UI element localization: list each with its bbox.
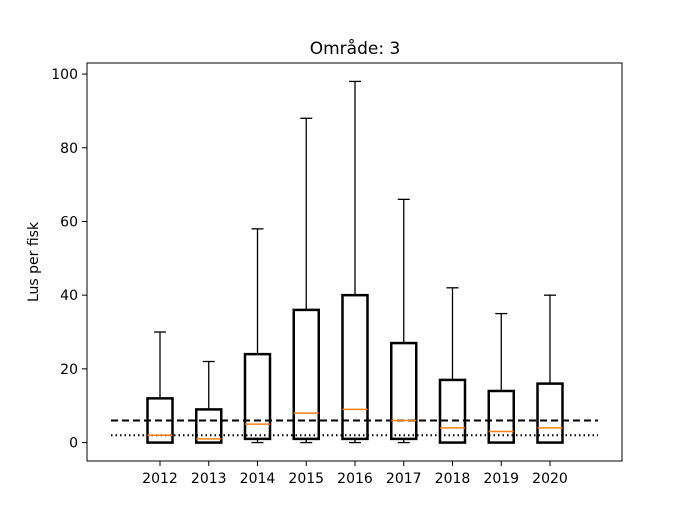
box-body [536, 382, 564, 444]
y-tick-label: 40 [60, 288, 78, 304]
box-2016 [341, 80, 369, 444]
box-2017 [390, 198, 418, 444]
box-2015 [292, 117, 320, 444]
box-2018 [438, 287, 467, 444]
y-tick-label: 60 [60, 214, 78, 230]
y-tick-label: 80 [60, 141, 78, 157]
box-body [292, 308, 320, 441]
box-2014 [243, 228, 272, 444]
box-2013 [195, 360, 223, 444]
box-body [243, 352, 272, 441]
x-tick-label: 2019 [483, 471, 519, 487]
plot-area: 0 20 40 60 80 100 2012 2013 2014 2015 2016 2017 2018… [51, 62, 623, 487]
chart-title: Område: 3 [310, 38, 401, 59]
y-tick-label: 100 [51, 67, 78, 83]
box-body [390, 341, 418, 441]
box-body [146, 397, 174, 444]
box-body [341, 293, 369, 441]
box-2012 [146, 331, 174, 444]
y-tick-label: 0 [69, 436, 78, 452]
x-tick-label: 2014 [240, 471, 276, 487]
box-2020 [536, 294, 564, 444]
x-tick-label: 2017 [386, 471, 422, 487]
x-tick-label: 2016 [337, 471, 373, 487]
y-axis-label: Lus per fisk [26, 221, 42, 302]
x-tick-label: 2020 [532, 471, 568, 487]
x-tick-label: 2015 [288, 471, 324, 487]
box-body [195, 408, 223, 444]
x-tick-label: 2018 [435, 471, 471, 487]
x-tick-label: 2012 [142, 471, 178, 487]
box-body [438, 378, 467, 444]
y-tick-label: 20 [60, 362, 78, 378]
x-tick-label: 2013 [191, 471, 227, 487]
box-body [487, 389, 515, 444]
box-2019 [487, 312, 515, 444]
